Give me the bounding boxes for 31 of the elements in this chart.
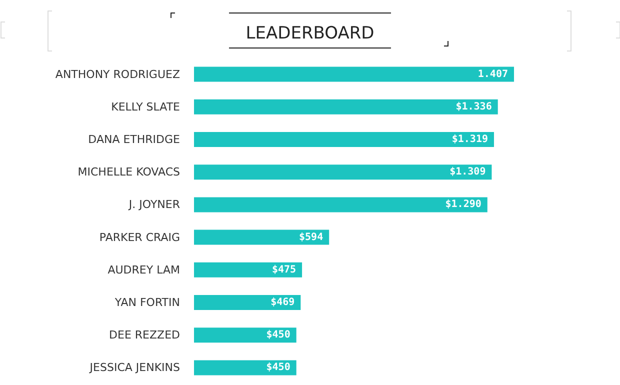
data-label: $1.319	[452, 134, 488, 145]
y-tick-label: KELLY SLATE	[111, 100, 180, 114]
bar	[194, 295, 301, 310]
y-tick-label: PARKER CRAIG	[99, 230, 180, 244]
bar	[194, 230, 330, 245]
data-label: $1.336	[456, 101, 492, 112]
bar	[194, 197, 488, 212]
bar	[194, 360, 296, 376]
data-label: $594	[299, 232, 324, 243]
data-label: $450	[266, 362, 290, 374]
data-label: $1.290	[445, 199, 482, 210]
data-label: $475	[272, 264, 296, 276]
data-label: $469	[270, 297, 295, 308]
data-label: 1.407	[478, 68, 508, 80]
data-label: $1.309	[450, 166, 486, 178]
y-tick-label: MICHELLE KOVACS	[78, 166, 180, 179]
y-tick-label: J. JOYNER	[128, 198, 180, 212]
bar	[194, 164, 492, 180]
y-tick-label: AUDREY LAM	[108, 263, 180, 276]
bar	[194, 328, 296, 343]
y-tick-label: JESSICA JENKINS	[88, 361, 180, 374]
bar	[194, 262, 302, 278]
y-tick-label: DANA ETHRIDGE	[88, 133, 180, 146]
y-tick-label: YAN FORTIN	[114, 296, 180, 309]
chart-title: LEADERBOARD	[246, 24, 374, 44]
y-tick-label: DEE REZZED	[109, 328, 180, 342]
bar	[194, 132, 494, 147]
data-label: $450	[266, 330, 290, 341]
bar	[194, 99, 498, 114]
bar	[194, 66, 514, 82]
y-tick-label: ANTHONY RODRIGUEZ	[55, 68, 180, 81]
